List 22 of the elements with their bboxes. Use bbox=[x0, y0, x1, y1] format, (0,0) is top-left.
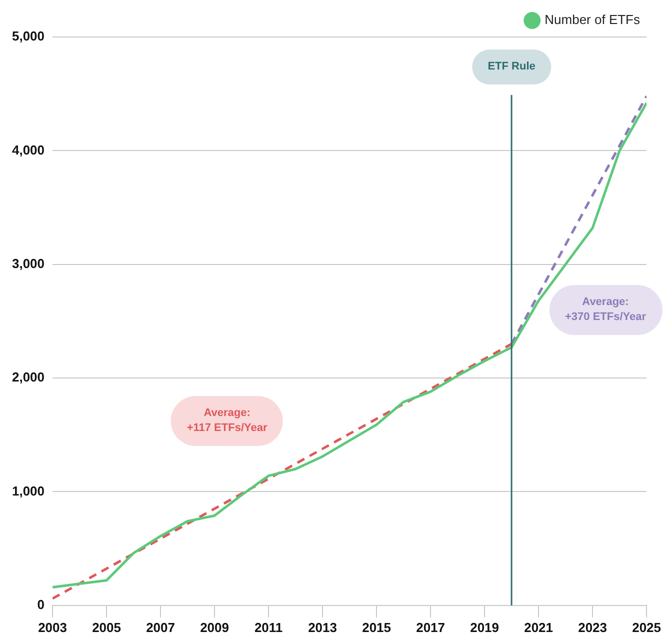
x-tick-label: 2009 bbox=[200, 620, 229, 635]
legend-label: Number of ETFs bbox=[544, 12, 640, 28]
x-tick-label: 2011 bbox=[254, 620, 283, 635]
x-tick-label: 2017 bbox=[416, 620, 445, 635]
y-tick-label: 1,000 bbox=[12, 483, 45, 498]
x-tick-label: 2013 bbox=[308, 620, 337, 635]
y-tick-label: 3,000 bbox=[12, 256, 45, 271]
y-tick-label: 5,000 bbox=[12, 28, 45, 44]
y-tick-label: 2,000 bbox=[12, 370, 45, 385]
text-pill: Average: +117 ETFs/Year bbox=[170, 396, 284, 446]
x-tick-label: 2007 bbox=[146, 620, 175, 635]
x-tick-label: 2019 bbox=[470, 620, 499, 635]
x-tick-label: 2023 bbox=[578, 620, 607, 635]
x-tick-label: 2005 bbox=[92, 620, 121, 635]
x-tick-label: 2021 bbox=[524, 620, 553, 635]
x-tick-label: 2003 bbox=[38, 620, 67, 635]
y-tick-label: 4,000 bbox=[12, 142, 45, 158]
text-pill: Average: +370 ETFs/Year bbox=[548, 285, 662, 336]
text-pill: ETF Rule bbox=[472, 50, 552, 84]
y-tick-label: 0 bbox=[37, 596, 45, 612]
x-tick-label: 2025 bbox=[632, 620, 661, 635]
x-tick-label: 2015 bbox=[362, 620, 391, 635]
